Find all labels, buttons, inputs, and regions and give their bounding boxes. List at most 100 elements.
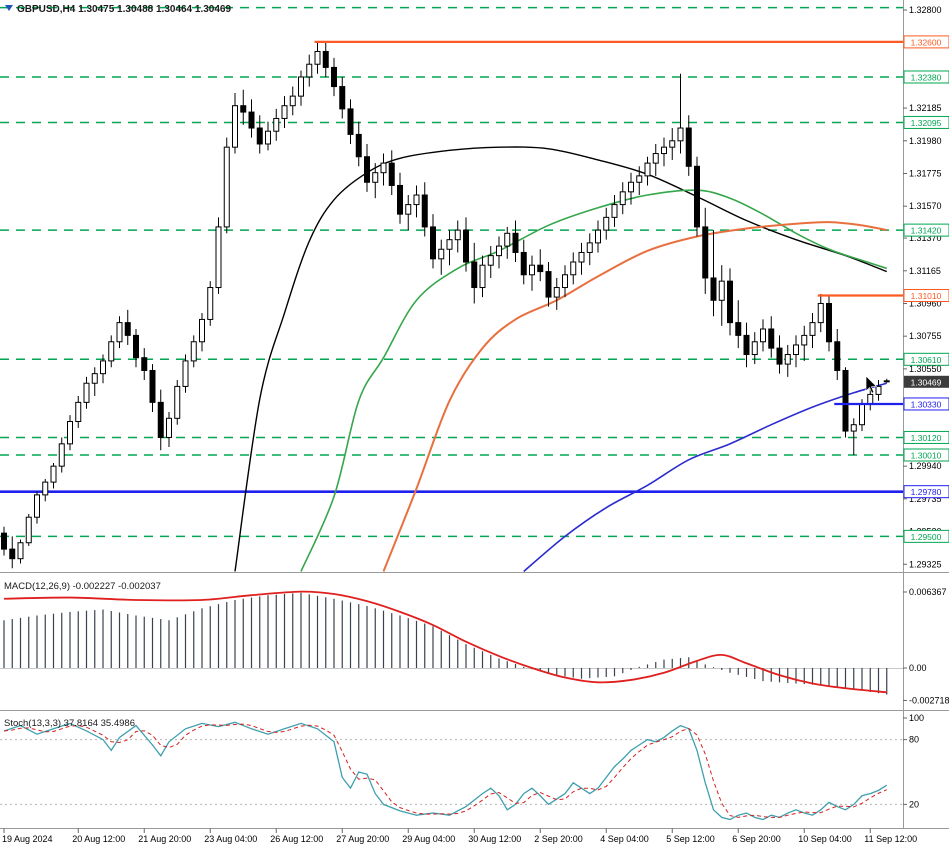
- main-chart-panel[interactable]: [0, 0, 903, 572]
- candle-body: [430, 226, 436, 260]
- candle-body: [644, 162, 651, 177]
- candle-body: [347, 108, 354, 135]
- candle-body: [397, 184, 403, 215]
- candle-body: [25, 516, 32, 544]
- stoch-label: Stoch(13,3,3) 37.8164 35.4986: [4, 718, 135, 729]
- candle-body: [91, 373, 98, 384]
- candle-body: [322, 50, 329, 68]
- candle-body: [174, 385, 181, 419]
- candle-body: [405, 204, 412, 215]
- candle-body: [504, 232, 511, 247]
- candle-body: [850, 424, 857, 432]
- candle-body: [578, 251, 585, 263]
- price-tick-label: 1.31570: [909, 201, 942, 211]
- stoch-main-line: [3, 721, 888, 821]
- candle-body: [124, 322, 131, 336]
- time-axis-label: 2 Sep 20:00: [534, 834, 583, 844]
- level-price-label: [903, 430, 949, 444]
- time-axis-label: 4 Sep 04:00: [600, 834, 649, 844]
- price-tick-label: 1.31775: [909, 168, 942, 178]
- time-axis-label: 19 Aug 2024: [2, 834, 53, 844]
- level-price-label: [903, 223, 949, 237]
- candle-body: [727, 280, 733, 324]
- level-price-label-text: 1.30330: [911, 399, 942, 409]
- level-price-label-text: 1.30120: [911, 433, 942, 443]
- level-price-label: [903, 352, 949, 366]
- candle-body: [149, 369, 156, 403]
- candle-body: [215, 226, 222, 289]
- candle-body: [380, 162, 387, 174]
- candle-body: [223, 146, 230, 228]
- candle-body: [141, 357, 148, 371]
- candle-body: [685, 127, 692, 167]
- candlesticks: [1, 41, 890, 569]
- time-axis-label: 10 Sep 04:00: [798, 834, 852, 844]
- candle-body: [190, 341, 197, 362]
- macd-axis-label: -0.002718: [909, 695, 949, 705]
- current-price-text: 1.30469: [911, 377, 942, 387]
- level-price-label: [903, 70, 949, 84]
- candle-body: [438, 248, 445, 260]
- candle-body: [273, 117, 280, 132]
- candle-body: [339, 86, 346, 110]
- candle-body: [116, 322, 123, 343]
- price-axis[interactable]: [903, 0, 949, 828]
- stoch-axis-label: 20: [909, 799, 919, 809]
- candle-body: [611, 204, 618, 218]
- candle-body: [694, 165, 700, 228]
- level-price-label-text: 1.29500: [911, 532, 942, 542]
- level-price-label: [903, 289, 949, 303]
- ma-black-line: [234, 146, 888, 572]
- level-price-label: [903, 115, 949, 129]
- candle-body: [364, 156, 370, 183]
- stoch-axis-label: 100: [909, 713, 924, 723]
- candle-body: [248, 111, 255, 129]
- candle-body: [50, 465, 57, 483]
- candle-body: [537, 264, 544, 273]
- candle-body: [826, 302, 832, 343]
- level-price-label-text: 1.30610: [911, 355, 942, 365]
- macd-histogram: [3, 592, 888, 695]
- candle-body: [801, 334, 808, 346]
- level-price-label: [903, 448, 949, 462]
- time-axis-label: 6 Sep 20:00: [732, 834, 781, 844]
- candle-body: [232, 105, 238, 148]
- candle-body: [314, 50, 321, 65]
- price-tick-label: 1.29735: [909, 494, 942, 504]
- ma-green-line: [300, 189, 887, 572]
- time-axis-label: 27 Aug 20:00: [336, 834, 389, 844]
- candle-body: [166, 417, 172, 438]
- level-price-label-text: 1.29780: [911, 487, 942, 497]
- stoch-panel[interactable]: [0, 711, 903, 828]
- price-tick-label: 1.32800: [909, 5, 942, 15]
- mouse-cursor: [865, 375, 878, 394]
- candle-body: [454, 229, 461, 241]
- time-axis-label: 20 Aug 12:00: [72, 834, 125, 844]
- candle-body: [34, 494, 40, 518]
- chart-title: GBPUSD,H4 1.30475 1.30488 1.30464 1.3046…: [17, 4, 231, 15]
- candle-body: [42, 481, 49, 496]
- time-axis-label: 26 Aug 12:00: [270, 834, 323, 844]
- candle-body: [355, 133, 362, 158]
- candle-body: [281, 105, 288, 119]
- candle-body: [487, 255, 494, 266]
- candle-body: [793, 344, 799, 356]
- candle-body: [570, 261, 577, 276]
- time-axis-label: 30 Aug 12:00: [468, 834, 521, 844]
- candle-body: [372, 172, 379, 183]
- candle-body: [512, 232, 519, 253]
- stoch-axis-label: 80: [909, 735, 919, 745]
- candle-body: [883, 380, 890, 383]
- price-tick-label: 1.29325: [909, 559, 942, 569]
- candle-body: [298, 76, 304, 97]
- candle-body: [83, 382, 90, 403]
- macd-panel[interactable]: [0, 573, 903, 710]
- candle-body: [157, 401, 164, 438]
- time-axis-label: 11 Sep 12:00: [864, 834, 917, 844]
- candle-body: [421, 194, 428, 228]
- candle-body: [1, 532, 7, 550]
- candle-body: [463, 229, 469, 263]
- candle-body: [867, 393, 874, 405]
- candle-body: [265, 130, 271, 145]
